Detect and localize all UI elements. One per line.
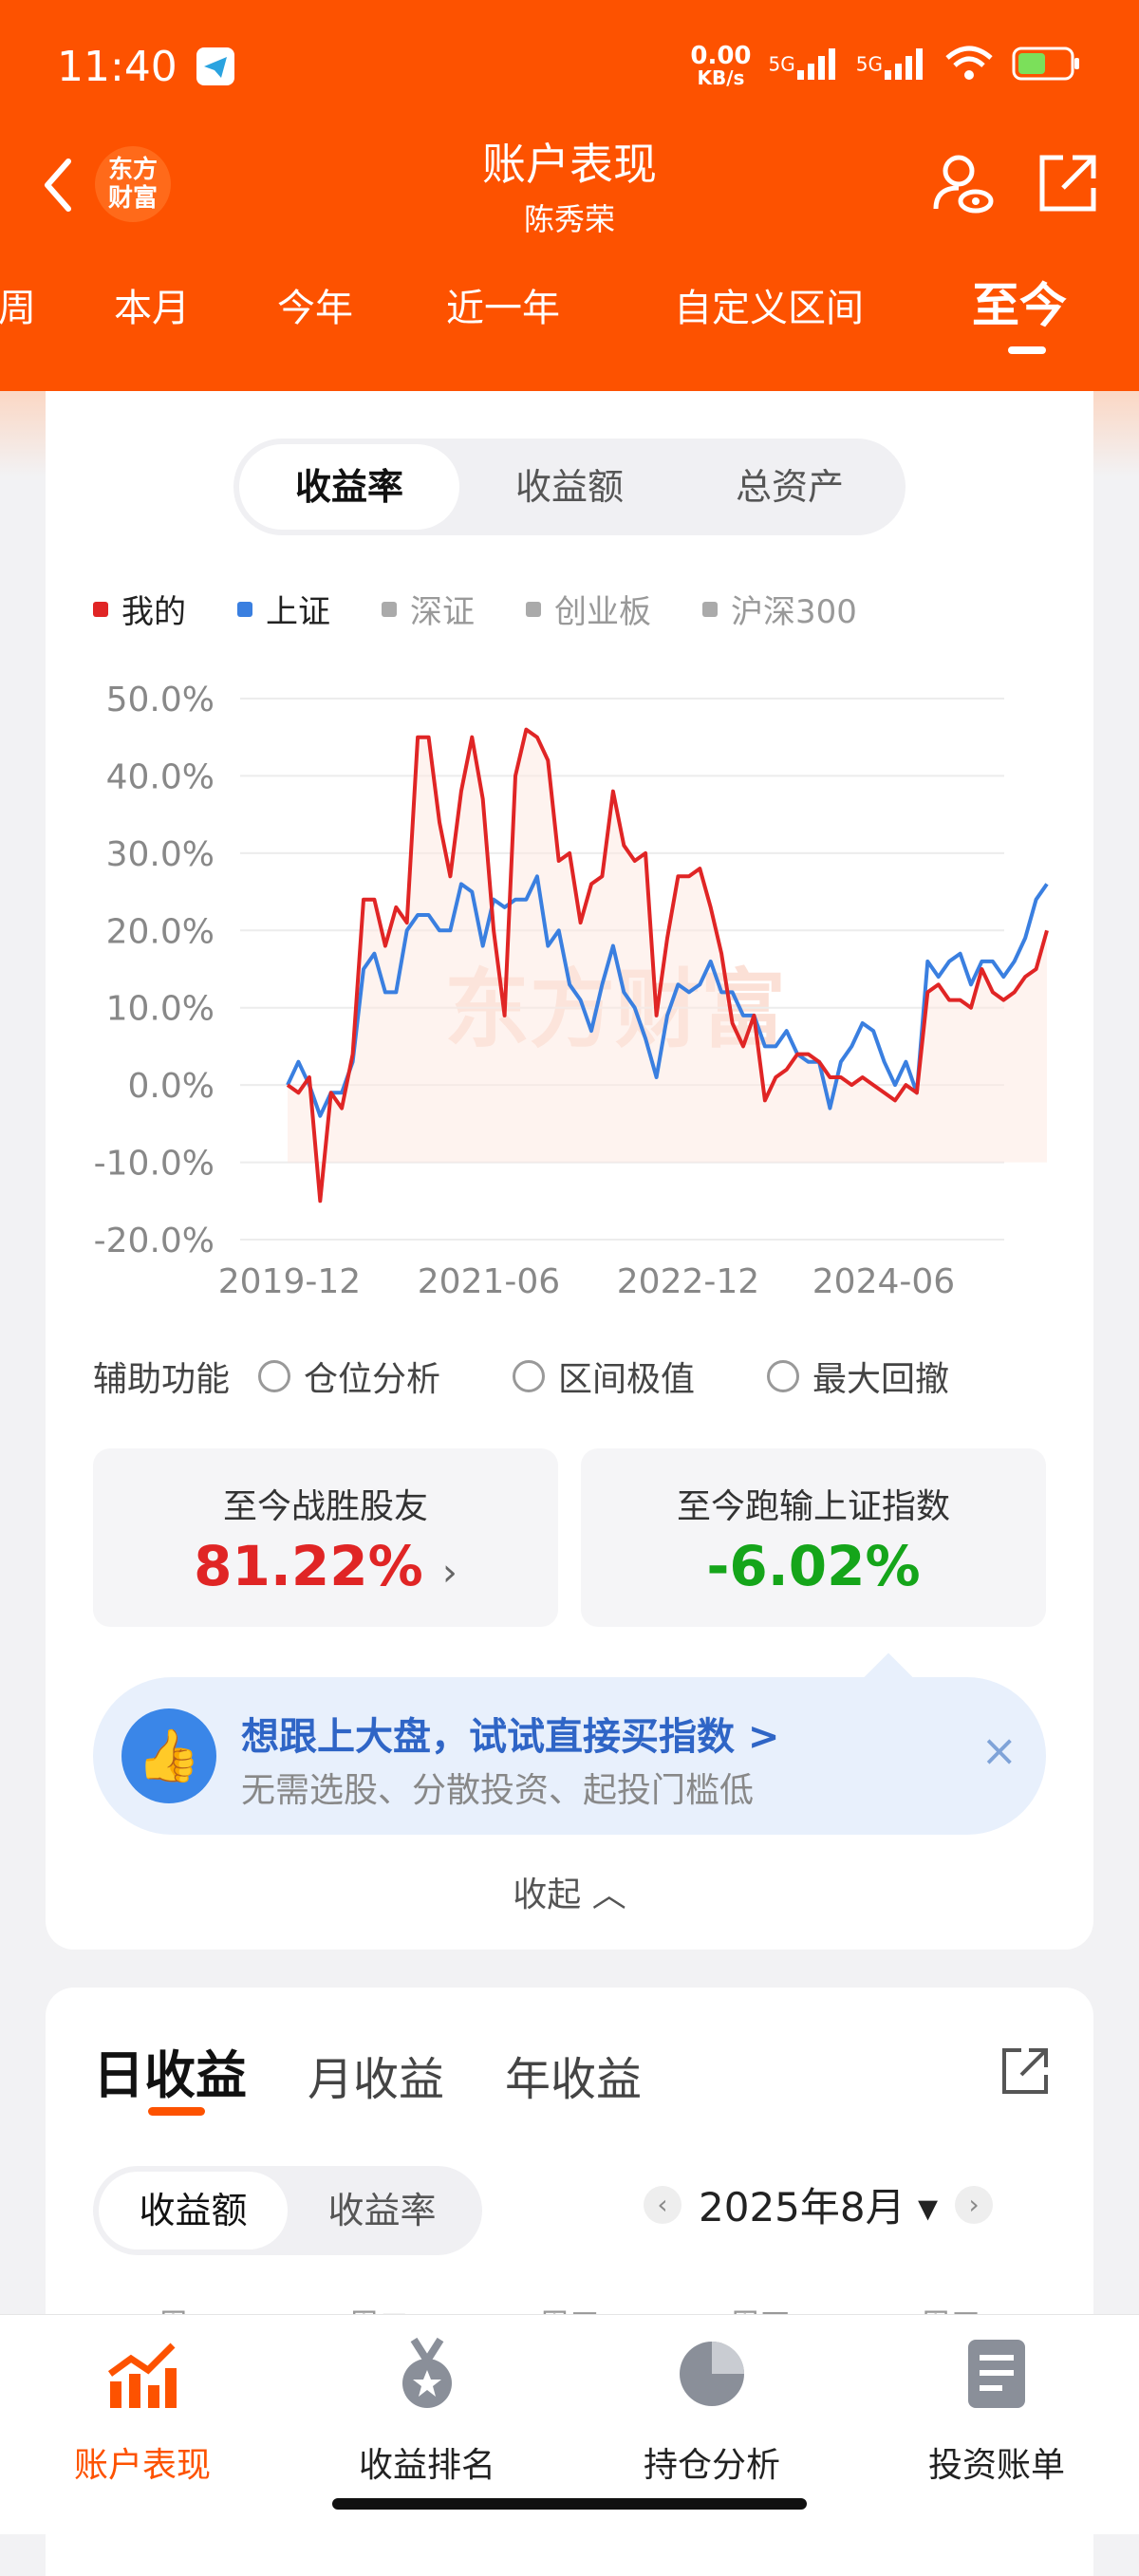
legend-csi300[interactable]: 沪深300 (702, 586, 857, 632)
tab-custom-range[interactable]: 自定义区间 (674, 287, 864, 330)
beat-peers-stat[interactable]: 至今战胜股友 81.22% › (93, 1448, 558, 1627)
account-name: 陈秀荣 (523, 201, 615, 237)
promo-title[interactable]: 想跟上大盘，试试直接买指数 > (241, 1715, 780, 1759)
y-tick-label: 20.0% (106, 912, 215, 951)
tab-yearly-returns[interactable]: 年收益 (505, 2053, 643, 2106)
medal-icon (402, 2337, 452, 2408)
legend-shenzhen[interactable]: 深证 (382, 586, 475, 632)
x-tick-label: 2024-06 (812, 1262, 955, 1301)
vs-index-value: -6.02% (706, 1534, 921, 1598)
seg-return-amount[interactable]: 收益额 (99, 2172, 288, 2249)
bottom-nav: 账户表现 收益排名 持仓分析 投资账单 (0, 2314, 1139, 2534)
metric-total-assets[interactable]: 总资产 (735, 466, 844, 508)
metric-return-rate[interactable]: 收益率 (239, 444, 459, 530)
legend-shanghai[interactable]: 上证 (237, 586, 330, 632)
page-title: 账户表现 (482, 139, 657, 190)
performance-card: 收益率 收益额 总资产 我的 上证 深证 创业板 沪深300 东方财富50.0%… (46, 391, 1093, 1950)
aux-functions: 辅助功能 仓位分析 区间极值 最大回撤 (93, 1352, 949, 1401)
option-range-extremes[interactable]: 区间极值 (513, 1352, 695, 1401)
wifi-icon (943, 45, 995, 89)
signal-icon: 5G (769, 47, 839, 86)
legend-chinext[interactable]: 创业板 (526, 586, 651, 632)
return-line-chart[interactable]: 东方财富50.0%40.0%30.0%20.0%10.0%0.0%-10.0%-… (46, 638, 1093, 1321)
month-selector[interactable]: 2025年8月 ▾ (699, 2184, 939, 2231)
x-tick-label: 2021-06 (418, 1262, 560, 1301)
privacy-eye-icon[interactable] (930, 150, 997, 216)
y-tick-label: 50.0% (106, 681, 215, 719)
tab-week[interactable]: 周 (0, 287, 36, 330)
radio-icon[interactable] (767, 1360, 800, 1392)
title-bar: 东方 财富 账户表现 陈秀荣 (0, 133, 1139, 256)
tab-this-month[interactable]: 本月 (114, 287, 190, 330)
active-tab-indicator (1008, 346, 1046, 354)
metric-return-amount[interactable]: 收益额 (514, 466, 624, 508)
y-tick-label: 10.0% (106, 990, 215, 1029)
trend-chart-icon (107, 2343, 177, 2408)
chart-legend: 我的 上证 深证 创业板 沪深300 (93, 586, 908, 632)
share-icon[interactable] (999, 2044, 1052, 2098)
nav-account-performance[interactable]: 账户表现 (0, 2315, 285, 2534)
returns-tabs: 日收益 月收益 年收益 (93, 2033, 702, 2116)
y-tick-label: 0.0% (128, 1067, 215, 1106)
option-max-drawdown[interactable]: 最大回撤 (767, 1352, 949, 1401)
status-bar: 11:40 0.00 KB/s 5G 5G (0, 0, 1139, 133)
returns-segmented-control: 收益额 收益率 (93, 2166, 482, 2255)
seg-return-rate[interactable]: 收益率 (327, 2190, 437, 2231)
eastmoney-logo: 东方 财富 (95, 146, 171, 222)
y-tick-label: -20.0% (94, 1222, 215, 1260)
index-promo-banner[interactable]: 👍 想跟上大盘，试试直接买指数 > 无需选股、分散投资、起投门槛低 × (93, 1652, 1046, 1835)
metric-segmented-control: 收益率 收益额 总资产 (233, 439, 906, 535)
chevron-right-icon[interactable]: › (955, 2185, 994, 2224)
x-tick-label: 2022-12 (617, 1262, 759, 1301)
tab-last-year[interactable]: 近一年 (446, 287, 560, 330)
series-line-mine (286, 727, 1049, 1204)
collapse-button[interactable]: 收起 ︿ (513, 1876, 626, 1914)
vs-index-stat: 至今跑输上证指数 -6.02% (581, 1448, 1046, 1627)
tab-daily-returns[interactable]: 日收益 (93, 2033, 247, 2116)
signal-icon-2: 5G (856, 47, 926, 86)
chevron-left-icon[interactable]: ‹ (644, 2185, 682, 2224)
legend-mine[interactable]: 我的 (93, 586, 186, 632)
net-unit: KB/s (697, 65, 745, 89)
y-tick-label: -10.0% (94, 1145, 215, 1184)
radio-icon[interactable] (258, 1360, 291, 1392)
tab-since-inception[interactable]: 至今 (972, 278, 1067, 333)
aux-label: 辅助功能 (93, 1360, 231, 1399)
bill-icon (968, 2340, 1025, 2408)
nav-holdings-analysis[interactable]: 持仓分析 (570, 2315, 854, 2534)
x-tick-label: 2019-12 (218, 1262, 361, 1301)
nav-ranking[interactable]: 收益排名 (285, 2315, 570, 2534)
radio-icon[interactable] (513, 1360, 546, 1392)
close-icon[interactable]: × (980, 1725, 1018, 1776)
option-position-analysis[interactable]: 仓位分析 (258, 1352, 440, 1401)
battery-icon (1012, 46, 1082, 88)
telegram-icon (196, 47, 234, 85)
thumbs-up-icon: 👍 (121, 1708, 216, 1803)
pie-chart-icon (680, 2342, 744, 2406)
nav-investment-bill[interactable]: 投资账单 (854, 2315, 1139, 2534)
share-icon[interactable] (1035, 150, 1101, 216)
chevron-right-icon: › (441, 1551, 457, 1595)
y-tick-label: 30.0% (106, 835, 215, 874)
tab-this-year[interactable]: 今年 (277, 287, 353, 330)
beat-peers-value: 81.22% (194, 1534, 423, 1598)
period-tabs: 周 本月 今年 近一年 自定义区间 至今 (0, 256, 1139, 391)
back-button[interactable] (38, 152, 85, 218)
promo-subtitle: 无需选股、分散投资、起投门槛低 (241, 1771, 755, 1810)
tab-monthly-returns[interactable]: 月收益 (308, 2053, 445, 2106)
net-speed: 0.00 (690, 41, 752, 70)
status-time: 11:40 (57, 42, 177, 91)
home-indicator (332, 2498, 807, 2510)
month-picker: ‹ 2025年8月 ▾ › (626, 2175, 1010, 2233)
y-tick-label: 40.0% (106, 757, 215, 796)
